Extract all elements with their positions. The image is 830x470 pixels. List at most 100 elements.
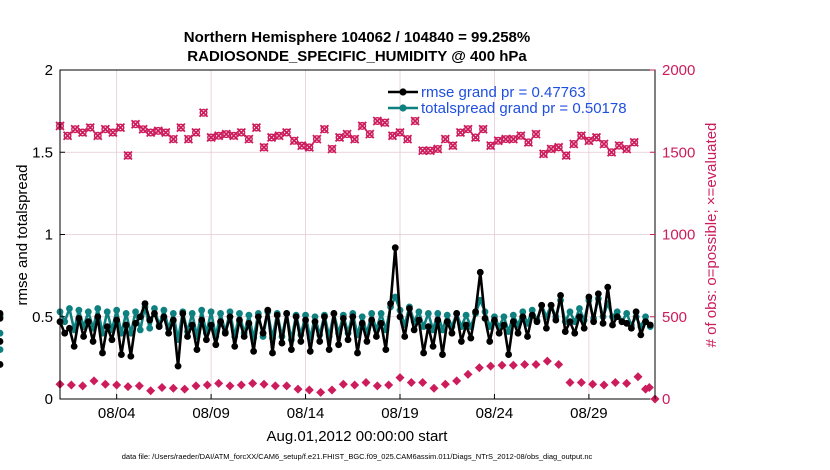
obs-possible-cross (191, 127, 201, 138)
rmse-point (94, 313, 102, 321)
obs-possible-cross (100, 124, 110, 134)
obs-possible-cross (531, 129, 541, 139)
obs-possible-point (569, 140, 578, 149)
obs-possible-cross (206, 132, 216, 143)
obs-possible-point (297, 141, 306, 150)
rmse-point (382, 346, 390, 354)
obs-possible-cross (214, 131, 224, 141)
rmse-point (542, 324, 550, 332)
totalspread-point (613, 308, 621, 316)
rmse-point (141, 300, 149, 307)
rmse-point (335, 341, 343, 349)
totalspread-point (424, 310, 432, 317)
obs-possible-cross (115, 122, 126, 133)
obs-evaluated-point (168, 383, 178, 393)
obs-possible-point (123, 151, 132, 160)
obs-possible-point (471, 133, 480, 142)
obs-possible-cross (236, 127, 246, 138)
obs-possible-point (577, 131, 586, 140)
obs-possible-series (55, 108, 639, 161)
rmse-point (169, 316, 177, 324)
rmse-point (547, 301, 555, 309)
totalspread-point (358, 313, 366, 321)
obs-possible-point (305, 143, 314, 152)
rmse-point (103, 323, 111, 331)
legend-spread-label: totalspread grand pr = 0.50178 (421, 100, 627, 117)
rmse-point (457, 338, 465, 345)
y-right-tick-label: 2000 (662, 62, 695, 79)
rmse-point (476, 268, 484, 276)
rmse-point (561, 328, 569, 335)
obs-evaluated-point (214, 378, 224, 388)
obs-possible-point (516, 131, 525, 140)
rmse-point (146, 316, 154, 324)
rmse-point (585, 293, 593, 301)
obs-possible-cross (478, 124, 488, 134)
obs-possible-cross (244, 134, 254, 144)
obs-evaluated-point (542, 356, 552, 366)
rmse-point (344, 336, 352, 344)
rmse-point (198, 316, 206, 324)
obs-possible-point (86, 123, 95, 132)
obs-possible-point (365, 130, 374, 139)
totalspread-point (500, 313, 508, 321)
rmse-point (439, 351, 446, 358)
rmse-point (302, 316, 309, 324)
rmse-point (505, 351, 513, 358)
obs-evaluated-point (440, 379, 450, 389)
obs-possible-cross (493, 136, 503, 146)
obs-possible-cross (108, 127, 118, 138)
rmse-point (221, 329, 229, 337)
obs-evaluated-point (565, 378, 575, 388)
obs-possible-cross (312, 134, 322, 144)
obs-evaluated-point (293, 384, 303, 394)
obs-possible-cross (395, 127, 405, 138)
obs-possible-point (290, 136, 299, 145)
obs-evaluated-point (146, 386, 156, 396)
rmse-point (231, 342, 239, 350)
obs-possible-point (539, 149, 548, 158)
x-tick-label: 08/19 (381, 405, 419, 422)
obs-possible-point (600, 140, 609, 149)
rmse-point (424, 323, 432, 331)
obs-possible-cross (146, 127, 156, 138)
obs-possible-cross (282, 127, 292, 138)
obs-evaluated-point (599, 380, 609, 390)
totalspread-point (415, 308, 423, 316)
totalspread-point (576, 305, 583, 312)
rmse-point (434, 316, 442, 324)
rmse-point (368, 316, 376, 324)
obs-possible-point (441, 135, 450, 144)
obs-possible-cross (297, 141, 307, 151)
obs-evaluated-point (282, 381, 292, 391)
obs-possible-point (169, 135, 178, 144)
obs-possible-point (184, 135, 193, 144)
rmse-point (155, 323, 163, 331)
rmse-point (401, 333, 409, 340)
rmse-point (70, 342, 78, 350)
obs-possible-point (131, 120, 140, 129)
rmse-point (132, 319, 139, 327)
rmse-point (108, 336, 116, 344)
obs-evaluated-point (100, 379, 110, 389)
obs-evaluated-point (316, 387, 326, 397)
rmse-point (245, 319, 253, 327)
totalspread-point (146, 324, 154, 332)
totalspread-point (226, 308, 234, 316)
obs-evaluated-point (78, 381, 88, 391)
obs-possible-point (494, 136, 503, 145)
totalspread-point (519, 308, 527, 316)
obs-possible-point (176, 123, 185, 132)
obs-possible-cross (440, 134, 450, 144)
obs-possible-cross (516, 131, 526, 141)
rmse-point (448, 329, 456, 337)
obs-possible-cross (229, 131, 239, 141)
obs-possible-point (244, 135, 253, 144)
obs-possible-cross (153, 126, 163, 136)
totalspread-point (127, 329, 135, 337)
obs-evaluated-point (134, 381, 144, 391)
rmse-point (273, 311, 281, 319)
obs-possible-cross (161, 127, 171, 138)
rmse-point (415, 316, 423, 324)
totalspread-point (505, 328, 513, 335)
